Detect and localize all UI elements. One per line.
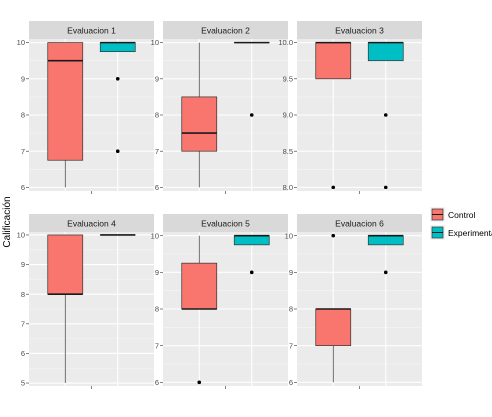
facet-panel-6: Evaluacion 6 6 7 8 9 10 — [285, 214, 422, 389]
y-tick-label: 9 — [21, 260, 25, 269]
box-experimental — [99, 41, 136, 153]
y-tick-label: 6 — [21, 183, 25, 192]
y-tick-label: 7 — [155, 147, 159, 156]
facet-strip — [29, 21, 154, 39]
y-tick-label: 9.0 — [283, 111, 293, 120]
facet-strip — [163, 214, 288, 232]
box-body — [367, 42, 404, 62]
y-tick-label: 8.5 — [283, 147, 293, 156]
box-control — [47, 234, 84, 384]
outlier-point — [331, 185, 336, 190]
y-tick-label: 9 — [289, 268, 293, 277]
legend-label: Experimental — [448, 228, 492, 238]
outlier-point — [383, 270, 388, 275]
box-body — [181, 96, 218, 152]
legend-item-control: Control — [430, 207, 476, 222]
outlier-point — [331, 233, 336, 238]
box-body — [315, 308, 352, 347]
y-tick-label: 7 — [21, 147, 25, 156]
y-tick-label: 9 — [21, 74, 25, 83]
y-tick-label: 10 — [17, 38, 25, 47]
outlier-point — [383, 185, 388, 190]
y-tick-label: 10 — [151, 38, 159, 47]
facet-panel-3: Evaluacion 3 8.0 8.5 9.0 9.5 10.0 — [278, 21, 422, 194]
box-body — [47, 42, 84, 161]
facet-title: Evaluacion 1 — [67, 26, 116, 36]
box-body — [315, 42, 352, 80]
facet-strip — [29, 214, 154, 232]
y-tick-label: 9 — [155, 74, 159, 83]
y-tick-label: 8 — [289, 305, 293, 314]
y-tick-label: 8 — [155, 111, 159, 120]
y-axis-label: Calificación — [2, 196, 13, 247]
y-tick-label: 8 — [21, 290, 25, 299]
legend-item-experimental: Experimental — [430, 225, 492, 240]
facet-title: Evaluacion 3 — [335, 26, 384, 36]
facet-title: Evaluacion 5 — [201, 219, 250, 229]
y-tick-label: 7 — [155, 341, 159, 350]
box-experimental — [367, 234, 404, 275]
box-body — [233, 235, 270, 246]
y-tick-label: 6 — [155, 378, 159, 387]
y-tick-label: 10 — [285, 231, 293, 240]
y-tick-label: 10 — [17, 231, 25, 240]
y-tick-label: 6 — [289, 378, 293, 387]
y-tick-label: 8.0 — [283, 183, 293, 192]
y-tick-label: 9 — [155, 268, 159, 277]
y-tick-label: 9.5 — [283, 74, 293, 83]
box-control — [181, 42, 218, 188]
box-control — [315, 233, 352, 383]
box-body — [181, 262, 218, 310]
legend: Control Experimental — [430, 207, 492, 240]
legend-label: Control — [448, 210, 476, 220]
outlier-point — [115, 149, 120, 153]
outlier-point — [383, 113, 388, 117]
y-tick-label: 10 — [151, 231, 159, 240]
outlier-point — [249, 113, 254, 117]
y-tick-label: 6 — [21, 349, 25, 358]
facet-panel-5: Evaluacion 5 6 7 8 9 10 — [151, 214, 288, 389]
box-experimental — [233, 234, 270, 275]
facet-panel-2: Evaluacion 2 6 7 8 9 10 — [151, 21, 288, 194]
facet-panel-1: Evaluacion 1 6 7 8 9 10 — [17, 21, 154, 194]
facet-strip — [297, 21, 422, 39]
y-tick-label: 6 — [155, 183, 159, 192]
facet-title: Evaluacion 4 — [67, 219, 116, 229]
y-tick-label: 7 — [21, 319, 25, 328]
box-control — [181, 235, 218, 385]
y-tick-label: 8 — [155, 305, 159, 314]
outlier-point — [115, 77, 120, 81]
box-experimental — [233, 41, 270, 117]
box-experimental — [367, 41, 404, 190]
box-control — [315, 41, 352, 190]
facet-strip — [163, 21, 288, 39]
facet-title: Evaluacion 6 — [335, 219, 384, 229]
y-tick-label: 5 — [21, 379, 25, 388]
y-tick-label: 10.0 — [278, 38, 293, 47]
box-control — [47, 42, 84, 188]
box-body — [367, 235, 404, 246]
y-tick-label: 8 — [21, 111, 25, 120]
box-body — [47, 234, 84, 295]
facet-strip — [297, 214, 422, 232]
box-body — [99, 42, 136, 53]
y-tick-label: 7 — [289, 341, 293, 350]
facet-panel-4: Evaluacion 4 5 6 7 8 9 10 — [17, 214, 154, 389]
outlier-point — [197, 380, 202, 385]
outlier-point — [249, 270, 254, 275]
facet-title: Evaluacion 2 — [201, 26, 250, 36]
